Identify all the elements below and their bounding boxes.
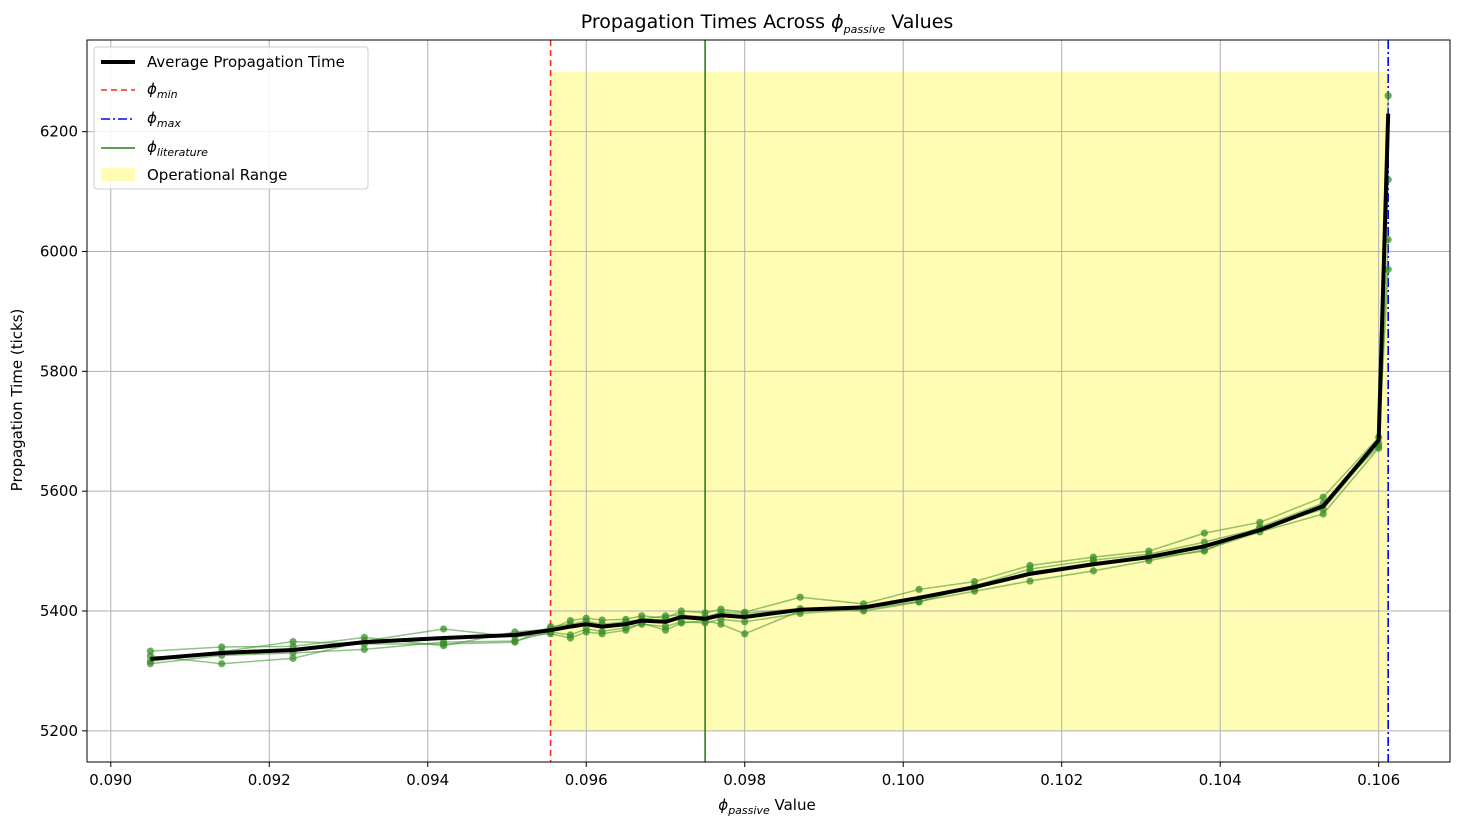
run-point xyxy=(511,638,519,646)
run-point xyxy=(677,619,685,627)
legend-phi-min-symbol: ϕ xyxy=(147,80,157,98)
run-point xyxy=(1384,92,1392,100)
operational-range-band xyxy=(550,71,1389,731)
run-point xyxy=(915,598,923,606)
run-point xyxy=(439,640,448,648)
x-tick-label: 0.094 xyxy=(406,771,449,789)
y-tick-label: 5400 xyxy=(40,602,78,620)
run-point xyxy=(598,630,606,638)
run-point xyxy=(1026,565,1034,573)
average-series-line xyxy=(150,113,1391,661)
run-point xyxy=(218,660,226,668)
y-axis-label: Propagation Time (ticks) xyxy=(8,309,26,492)
run-point xyxy=(661,612,670,620)
legend-phi-max-subscript: max xyxy=(157,117,181,130)
run-point xyxy=(717,620,725,628)
xlabel-symbol: ϕ xyxy=(718,796,728,814)
run-point xyxy=(741,618,749,626)
x-tick-label: 0.092 xyxy=(248,771,291,789)
run-point xyxy=(439,625,448,633)
y-tick-label: 6200 xyxy=(40,123,78,141)
legend-entry-phi-literature: ϕliterature xyxy=(101,138,208,159)
run-point xyxy=(661,626,670,634)
x-tick-label: 0.098 xyxy=(723,771,766,789)
legend-label-operational-range: Operational Range xyxy=(147,166,287,184)
run-point xyxy=(796,593,804,601)
x-tick-label: 0.100 xyxy=(882,771,925,789)
y-tick-label: 5800 xyxy=(40,362,78,380)
x-tick-label: 0.090 xyxy=(89,771,132,789)
run-point xyxy=(1319,493,1327,501)
title-suffix: Values xyxy=(885,11,953,33)
runs-layer xyxy=(146,92,1392,668)
legend-phi-literature-symbol: ϕ xyxy=(147,138,157,156)
legend-label-average: Average Propagation Time xyxy=(147,53,345,71)
legend-swatch-operational-range xyxy=(101,168,135,181)
run-point xyxy=(1026,577,1034,585)
legend-label-phi-max: ϕmax xyxy=(147,109,181,130)
run-point xyxy=(622,626,630,634)
x-tick-label: 0.096 xyxy=(565,771,608,789)
plot-frame xyxy=(86,39,1451,763)
legend-entry-phi-min: ϕmin xyxy=(101,80,178,101)
x-tick-label: 0.102 xyxy=(1040,771,1083,789)
legend-phi-max-symbol: ϕ xyxy=(147,109,157,127)
legend-label-phi-literature: ϕliterature xyxy=(147,138,208,159)
xlabel-suffix: Value xyxy=(770,796,816,814)
legend-entry-phi-max: ϕmax xyxy=(101,109,181,130)
run-point xyxy=(915,585,923,594)
run-point xyxy=(1200,547,1208,555)
title-prefix: Propagation Times Across xyxy=(581,11,831,33)
x-tick-label: 0.104 xyxy=(1199,771,1242,789)
x-axis-label: ϕpassive Value xyxy=(718,796,815,817)
legend-entry-average: Average Propagation Time xyxy=(101,53,345,71)
run-point xyxy=(289,654,297,662)
run-point xyxy=(582,628,590,636)
legend-phi-min-subscript: min xyxy=(157,88,178,101)
run-point xyxy=(566,634,574,642)
legend-label-phi-min: ϕmin xyxy=(147,80,178,101)
run-point xyxy=(741,630,749,638)
xlabel-subscript: passive xyxy=(727,804,770,817)
title-subscript: passive xyxy=(843,23,886,36)
run-point xyxy=(289,637,297,646)
title-symbol: ϕ xyxy=(831,11,844,33)
run-point xyxy=(1384,265,1392,274)
run-point xyxy=(1089,567,1098,575)
chart-title: Propagation Times Across ϕpassive Values xyxy=(581,11,954,36)
run-point xyxy=(1089,556,1098,564)
legend-entry-operational-range: Operational Range xyxy=(101,166,287,184)
legend: Average Propagation Time ϕmin ϕmax ϕlite… xyxy=(93,46,369,190)
y-tick-label: 5200 xyxy=(40,722,78,740)
operational-range-layer xyxy=(550,71,1389,731)
y-tick-label: 5600 xyxy=(40,482,78,500)
x-tick-label: 0.106 xyxy=(1357,771,1400,789)
y-ticks: 5200 5400 5600 5800 6000 6200 xyxy=(40,123,87,740)
average-layer xyxy=(150,113,1391,661)
run-point xyxy=(360,645,368,653)
run-point xyxy=(1200,529,1208,537)
x-ticks: 0.090 0.092 0.094 0.096 0.098 0.100 0.102 0.104… xyxy=(89,762,1400,789)
legend-box xyxy=(93,46,369,190)
y-tick-label: 6000 xyxy=(40,243,78,261)
legend-phi-literature-subscript: literature xyxy=(157,146,208,159)
